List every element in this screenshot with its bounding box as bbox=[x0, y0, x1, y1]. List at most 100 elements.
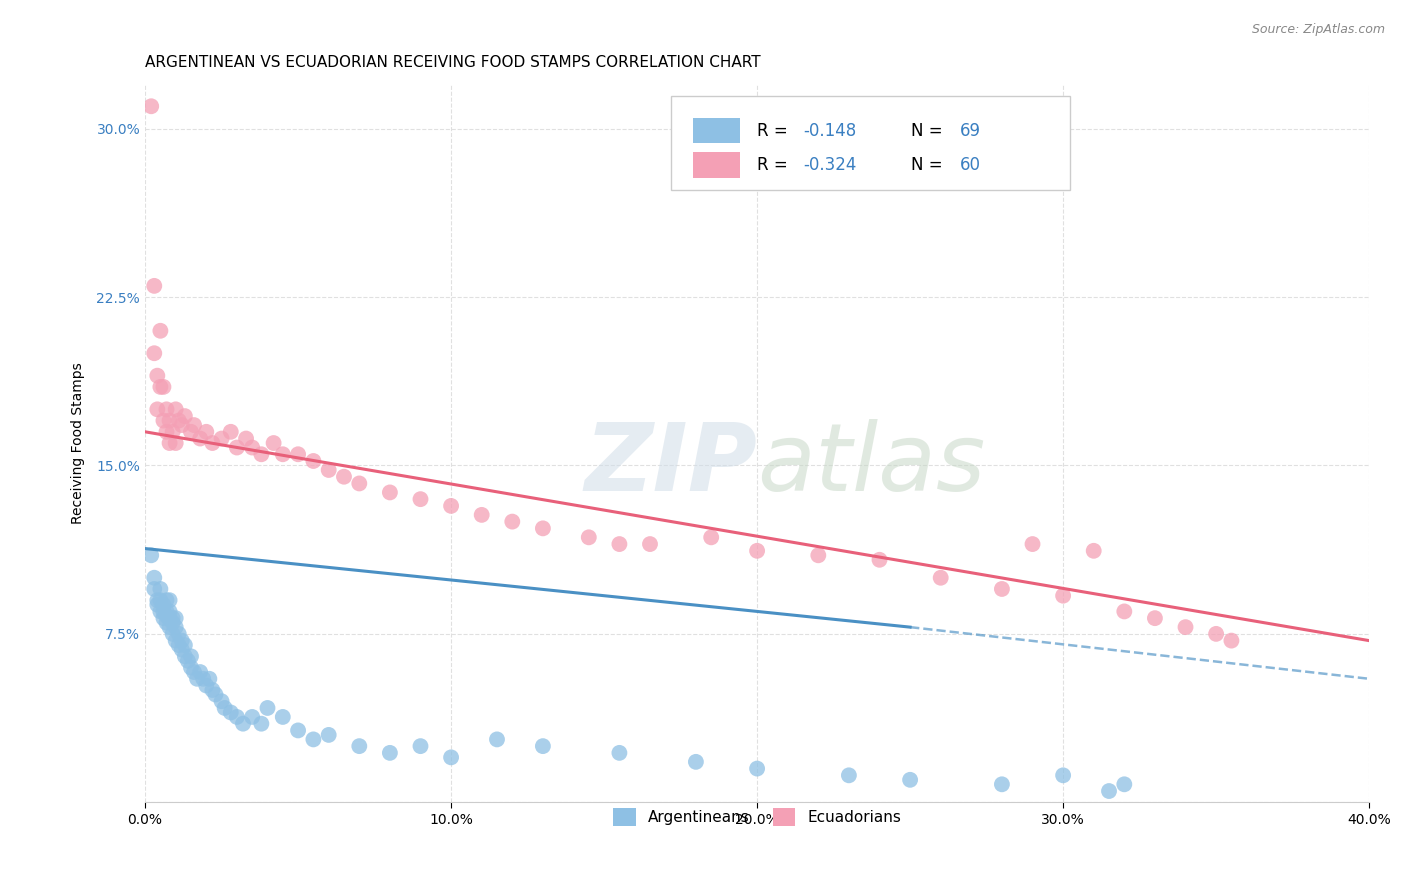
Point bbox=[149, 380, 172, 394]
Point bbox=[149, 604, 172, 618]
Point bbox=[898, 772, 921, 787]
FancyBboxPatch shape bbox=[693, 118, 740, 144]
Point bbox=[143, 582, 166, 596]
Point bbox=[149, 582, 172, 596]
Point bbox=[271, 447, 294, 461]
Point bbox=[188, 432, 211, 446]
Point bbox=[333, 469, 356, 483]
Point bbox=[501, 515, 523, 529]
Point bbox=[183, 418, 205, 433]
Point bbox=[159, 414, 181, 428]
Point bbox=[201, 683, 224, 698]
Point bbox=[991, 777, 1014, 791]
Text: -0.148: -0.148 bbox=[804, 121, 856, 139]
Point bbox=[1143, 611, 1166, 625]
Point bbox=[165, 620, 187, 634]
Point bbox=[162, 611, 184, 625]
Point bbox=[745, 543, 768, 558]
Point bbox=[1220, 633, 1243, 648]
Point bbox=[1052, 768, 1074, 782]
Point bbox=[1174, 620, 1197, 634]
Point bbox=[152, 598, 174, 612]
Text: atlas: atlas bbox=[756, 419, 986, 510]
Point bbox=[302, 454, 325, 468]
Point bbox=[143, 571, 166, 585]
Point bbox=[173, 649, 195, 664]
Point bbox=[141, 549, 163, 563]
Text: -0.324: -0.324 bbox=[804, 156, 858, 174]
Text: N =: N = bbox=[911, 121, 943, 139]
Point bbox=[609, 746, 631, 760]
Point bbox=[173, 638, 195, 652]
Point bbox=[167, 638, 190, 652]
Point bbox=[170, 642, 193, 657]
Point bbox=[201, 436, 224, 450]
Point bbox=[485, 732, 508, 747]
Point bbox=[162, 615, 184, 630]
Point bbox=[240, 441, 263, 455]
Point bbox=[152, 604, 174, 618]
Point bbox=[204, 688, 226, 702]
Point bbox=[440, 750, 463, 764]
Point bbox=[991, 582, 1014, 596]
Text: Source: ZipAtlas.com: Source: ZipAtlas.com bbox=[1251, 23, 1385, 37]
Point bbox=[162, 627, 184, 641]
Point bbox=[1098, 784, 1121, 798]
Point bbox=[159, 611, 181, 625]
Legend: Argentineans, Ecuadorians: Argentineans, Ecuadorians bbox=[605, 800, 910, 834]
Point bbox=[378, 746, 401, 760]
Point bbox=[195, 425, 218, 439]
Point bbox=[141, 99, 163, 113]
Point bbox=[225, 441, 247, 455]
Point bbox=[167, 627, 190, 641]
FancyBboxPatch shape bbox=[693, 152, 740, 178]
Point bbox=[143, 278, 166, 293]
Y-axis label: Receiving Food Stamps: Receiving Food Stamps bbox=[72, 362, 86, 524]
Point bbox=[287, 447, 309, 461]
Point bbox=[318, 728, 340, 742]
Point bbox=[1052, 589, 1074, 603]
Point bbox=[165, 611, 187, 625]
Point bbox=[155, 608, 177, 623]
Text: ARGENTINEAN VS ECUADORIAN RECEIVING FOOD STAMPS CORRELATION CHART: ARGENTINEAN VS ECUADORIAN RECEIVING FOOD… bbox=[145, 55, 761, 70]
Point bbox=[149, 324, 172, 338]
Point bbox=[152, 380, 174, 394]
Point bbox=[152, 414, 174, 428]
Point bbox=[349, 476, 371, 491]
Point bbox=[929, 571, 952, 585]
FancyBboxPatch shape bbox=[672, 96, 1070, 190]
Point bbox=[578, 530, 600, 544]
Point bbox=[745, 762, 768, 776]
Point bbox=[349, 739, 371, 753]
Point bbox=[170, 418, 193, 433]
Point bbox=[378, 485, 401, 500]
Point bbox=[159, 436, 181, 450]
Point bbox=[162, 425, 184, 439]
Point bbox=[155, 593, 177, 607]
Point bbox=[256, 701, 278, 715]
Point bbox=[146, 593, 169, 607]
Point bbox=[409, 492, 432, 507]
Point bbox=[180, 660, 202, 674]
Text: R =: R = bbox=[756, 156, 787, 174]
Point bbox=[188, 665, 211, 679]
Text: R =: R = bbox=[756, 121, 787, 139]
Point bbox=[240, 710, 263, 724]
Point bbox=[198, 672, 221, 686]
Point bbox=[302, 732, 325, 747]
Point bbox=[146, 598, 169, 612]
Point bbox=[700, 530, 723, 544]
Point bbox=[214, 701, 236, 715]
Point bbox=[159, 620, 181, 634]
Point bbox=[685, 755, 707, 769]
Point bbox=[183, 665, 205, 679]
Point bbox=[263, 436, 285, 450]
Point bbox=[235, 432, 257, 446]
Point bbox=[159, 593, 181, 607]
Point bbox=[409, 739, 432, 753]
Point bbox=[287, 723, 309, 738]
Point bbox=[165, 436, 187, 450]
Point bbox=[1114, 604, 1136, 618]
Point bbox=[225, 710, 247, 724]
Text: ZIP: ZIP bbox=[585, 418, 756, 510]
